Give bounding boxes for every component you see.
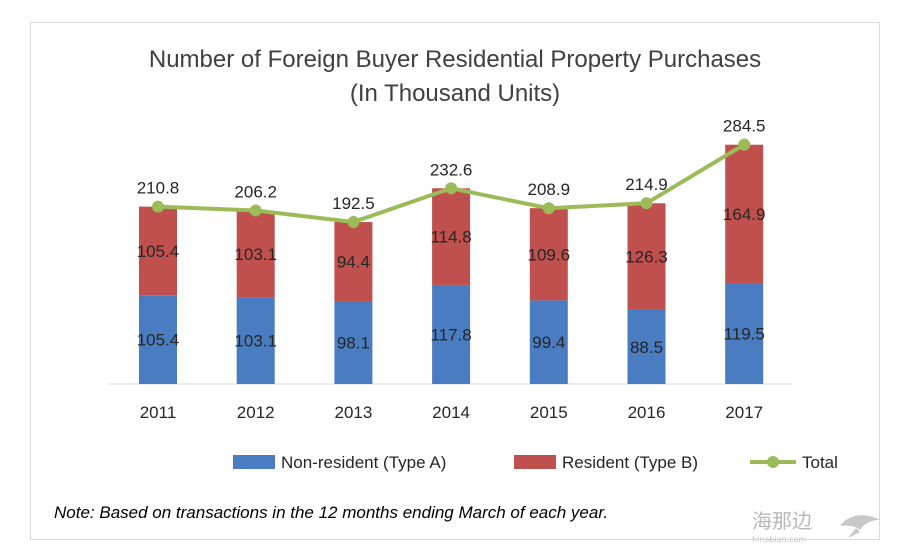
- data-label-total: 284.5: [723, 117, 766, 136]
- legend-swatch-non-resident: [233, 455, 275, 469]
- data-label-non-resident: 105.4: [137, 331, 180, 350]
- bar-non-resident: [334, 301, 373, 384]
- data-label-non-resident: 119.5: [724, 325, 765, 344]
- total-point: [249, 204, 262, 217]
- data-label-total: 192.5: [332, 194, 375, 213]
- bar-non-resident: [725, 283, 764, 384]
- labels-group: 105.4 105.4 103.1 103.1 98.1 94.4 117.8 114.8 99…: [137, 117, 766, 357]
- bar-resident: [236, 210, 275, 298]
- bar-non-resident: [236, 297, 275, 384]
- bars-group: [139, 144, 764, 384]
- bar-resident: [432, 188, 471, 285]
- x-tick-label: 2014: [432, 403, 470, 422]
- data-label-resident: 164.9: [723, 205, 766, 224]
- bar-non-resident: [529, 300, 568, 384]
- watermark-text: 海那边: [752, 509, 812, 533]
- watermark-logo: 海那边 hinabian.com: [752, 509, 880, 544]
- x-tick-label: 2013: [334, 403, 372, 422]
- data-label-total: 232.6: [430, 160, 473, 179]
- legend-label-resident: Resident (Type B): [562, 453, 698, 472]
- x-tick-label: 2015: [530, 403, 568, 422]
- bar-resident: [529, 208, 568, 301]
- legend-swatch-resident: [514, 455, 556, 469]
- x-tick-group: 2011 2012 2013 2014 2015 2016 2017: [140, 403, 763, 422]
- total-point: [542, 202, 555, 215]
- bar-non-resident: [432, 284, 471, 384]
- data-label-total: 214.9: [625, 175, 668, 194]
- watermark-subtext: hinabian.com: [752, 535, 806, 544]
- total-line-group: [152, 138, 751, 229]
- data-label-non-resident: 103.1: [234, 332, 277, 351]
- data-label-non-resident: 98.1: [337, 334, 370, 353]
- data-label-resident: 94.4: [337, 253, 370, 272]
- footnote: Note: Based on transactions in the 12 mo…: [54, 503, 609, 522]
- bar-resident: [334, 222, 373, 302]
- data-label-resident: 103.1: [234, 245, 277, 264]
- legend-label-non-resident: Non-resident (Type A): [281, 453, 446, 472]
- bird-icon: [840, 515, 880, 530]
- data-label-non-resident: 117.8: [430, 325, 471, 344]
- data-label-total: 206.2: [234, 183, 277, 202]
- bird-tail-icon: [848, 528, 860, 538]
- data-label-resident: 105.4: [137, 242, 180, 261]
- x-tick-label: 2011: [140, 403, 177, 422]
- chart-subtitle: (In Thousand Units): [350, 80, 560, 107]
- legend: Non-resident (Type A) Resident (Type B) To…: [233, 453, 838, 472]
- data-label-total: 210.8: [137, 179, 180, 198]
- total-point: [347, 216, 360, 229]
- legend-label-total: Total: [802, 453, 838, 472]
- x-tick-label: 2017: [725, 403, 763, 422]
- data-label-non-resident: 99.4: [532, 333, 565, 352]
- legend-marker-total: [767, 456, 779, 468]
- data-label-resident: 109.6: [528, 245, 571, 264]
- data-label-total: 208.9: [528, 180, 571, 199]
- total-point: [445, 182, 458, 195]
- data-label-non-resident: 88.5: [630, 338, 663, 357]
- data-label-resident: 126.3: [625, 247, 668, 266]
- bar-resident: [139, 206, 177, 296]
- bar-non-resident: [139, 295, 177, 384]
- x-tick-label: 2016: [628, 403, 666, 422]
- x-tick-label: 2012: [237, 403, 275, 422]
- bar-resident: [627, 203, 666, 310]
- data-label-resident: 114.8: [430, 228, 471, 247]
- total-point: [640, 197, 653, 210]
- total-point: [152, 200, 164, 213]
- total-point: [738, 138, 751, 151]
- chart-title: Number of Foreign Buyer Residential Prop…: [149, 46, 761, 73]
- bar-resident: [725, 144, 764, 284]
- bar-non-resident: [627, 309, 666, 384]
